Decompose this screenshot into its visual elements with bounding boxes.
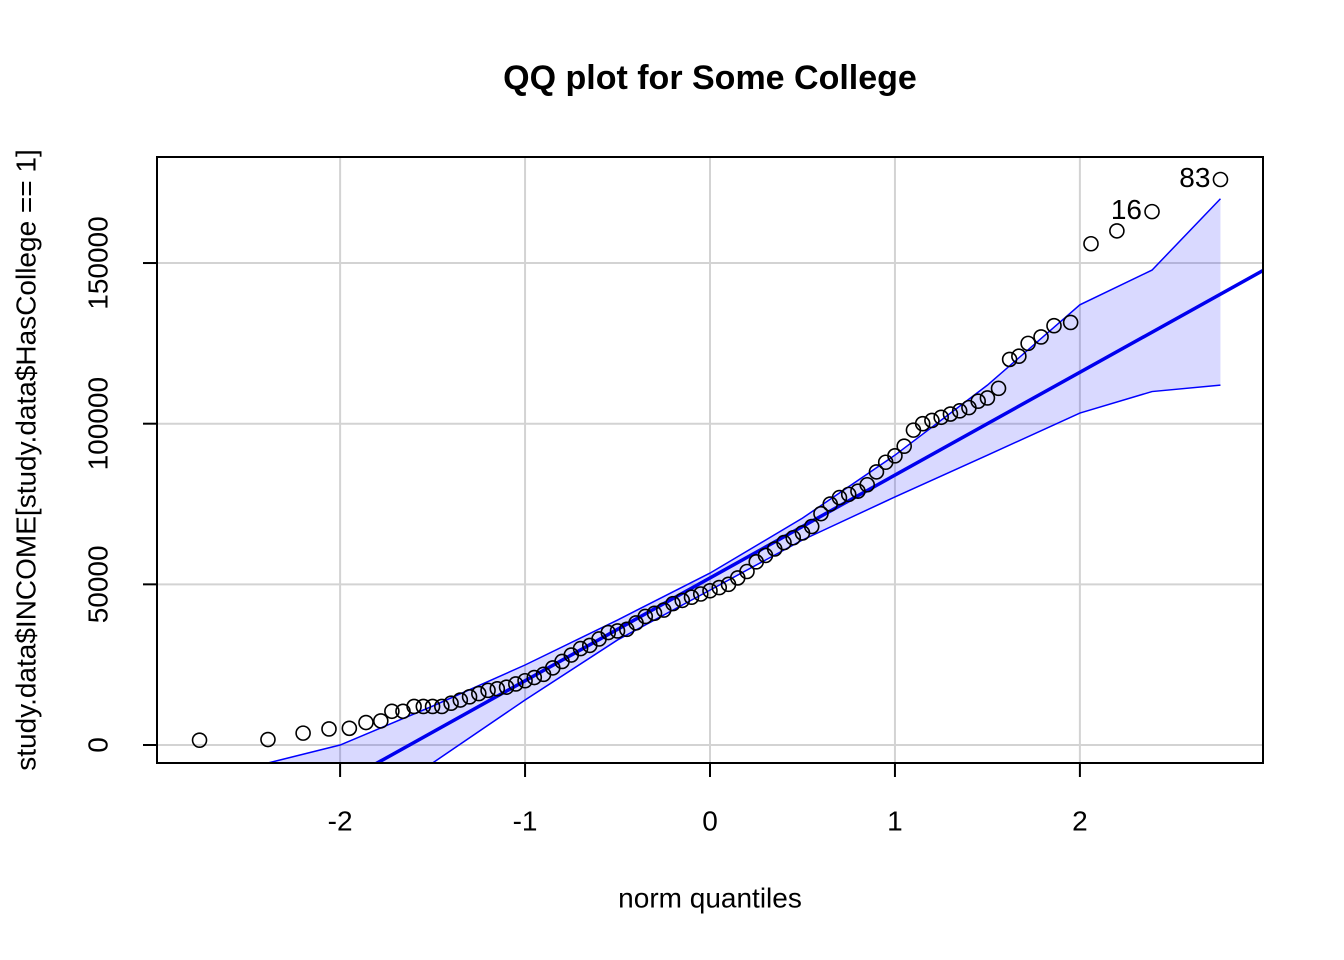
data-point [646, 605, 663, 622]
data-point [1020, 335, 1036, 352]
data-point [526, 669, 543, 686]
band-lower [431, 384, 1221, 763]
x-tick-label: 0 [702, 805, 718, 836]
data-point [372, 713, 389, 729]
data-point [260, 731, 276, 748]
data-point [785, 529, 802, 546]
point-label: 16 [1111, 194, 1142, 225]
data-point [572, 640, 589, 657]
point-label: 83 [1179, 162, 1210, 193]
x-tick-label: 1 [887, 805, 903, 836]
data-point [665, 595, 681, 612]
data-point [461, 689, 478, 705]
y-tick-label: 50000 [82, 545, 113, 623]
y-tick-label: 100000 [82, 377, 113, 470]
data-point [480, 682, 496, 699]
data-point [1033, 329, 1049, 345]
data-point [924, 412, 940, 429]
y-tick-label: 150000 [82, 216, 113, 309]
x-axis-label: norm quantiles [618, 882, 802, 913]
data-point [1083, 235, 1099, 252]
data-point [489, 680, 506, 697]
data-point [191, 732, 208, 748]
data-point [637, 608, 654, 625]
data-point [406, 698, 422, 715]
data-point [321, 721, 337, 737]
data-point [942, 406, 959, 422]
data-point [395, 703, 411, 720]
data-point [933, 409, 949, 426]
data-point [831, 489, 848, 506]
data-point [434, 698, 450, 715]
data-point [840, 486, 857, 503]
data-point [914, 415, 931, 432]
x-tick-label: 2 [1072, 805, 1088, 836]
data-point [951, 403, 968, 419]
data-point [358, 714, 374, 731]
data-point [1109, 223, 1125, 239]
data-point [498, 679, 515, 695]
data-point [990, 380, 1007, 397]
data-point [1046, 317, 1062, 334]
data-point [868, 464, 885, 480]
data-point [859, 476, 876, 493]
axes: -2 -1 0 1 2 0 50000 100000 150000 16 83 [82, 162, 1210, 837]
data-point [692, 586, 709, 602]
data-point [683, 589, 700, 606]
data-point [517, 672, 533, 689]
data-point [739, 563, 755, 580]
data-point [1144, 203, 1160, 220]
data-point [887, 448, 903, 464]
data-point [896, 438, 912, 454]
data-point [674, 592, 691, 609]
x-tick-label: -1 [513, 805, 538, 836]
data-point [711, 579, 728, 596]
band-upper [267, 198, 1222, 763]
data-point [471, 685, 487, 702]
data-point [1062, 314, 1079, 331]
data-point [341, 720, 358, 737]
data-point [1001, 351, 1018, 368]
data-point [813, 505, 829, 522]
data-point [508, 676, 524, 692]
chart-title: QQ plot for Some College [503, 59, 917, 97]
x-tick-label: -2 [328, 805, 353, 836]
data-point [600, 624, 617, 641]
data-point [443, 695, 459, 712]
data-point [424, 698, 441, 715]
reference-line [373, 268, 1263, 763]
data-point [452, 692, 469, 708]
data-point [776, 534, 792, 551]
plot-area [191, 171, 1263, 763]
data-point [979, 390, 996, 406]
y-axis-label: study.data$INCOME[study.data$HasCollege … [10, 149, 41, 771]
data-point [970, 393, 986, 409]
data-point [415, 698, 432, 715]
y-tick-label: 0 [82, 737, 113, 753]
data-point [702, 582, 718, 599]
data-point [803, 518, 820, 535]
data-point [609, 623, 626, 639]
data-point [295, 725, 311, 741]
data-point [1212, 171, 1229, 188]
confidence-band [267, 198, 1221, 763]
data-point [1011, 348, 1027, 365]
data-point [384, 703, 400, 720]
